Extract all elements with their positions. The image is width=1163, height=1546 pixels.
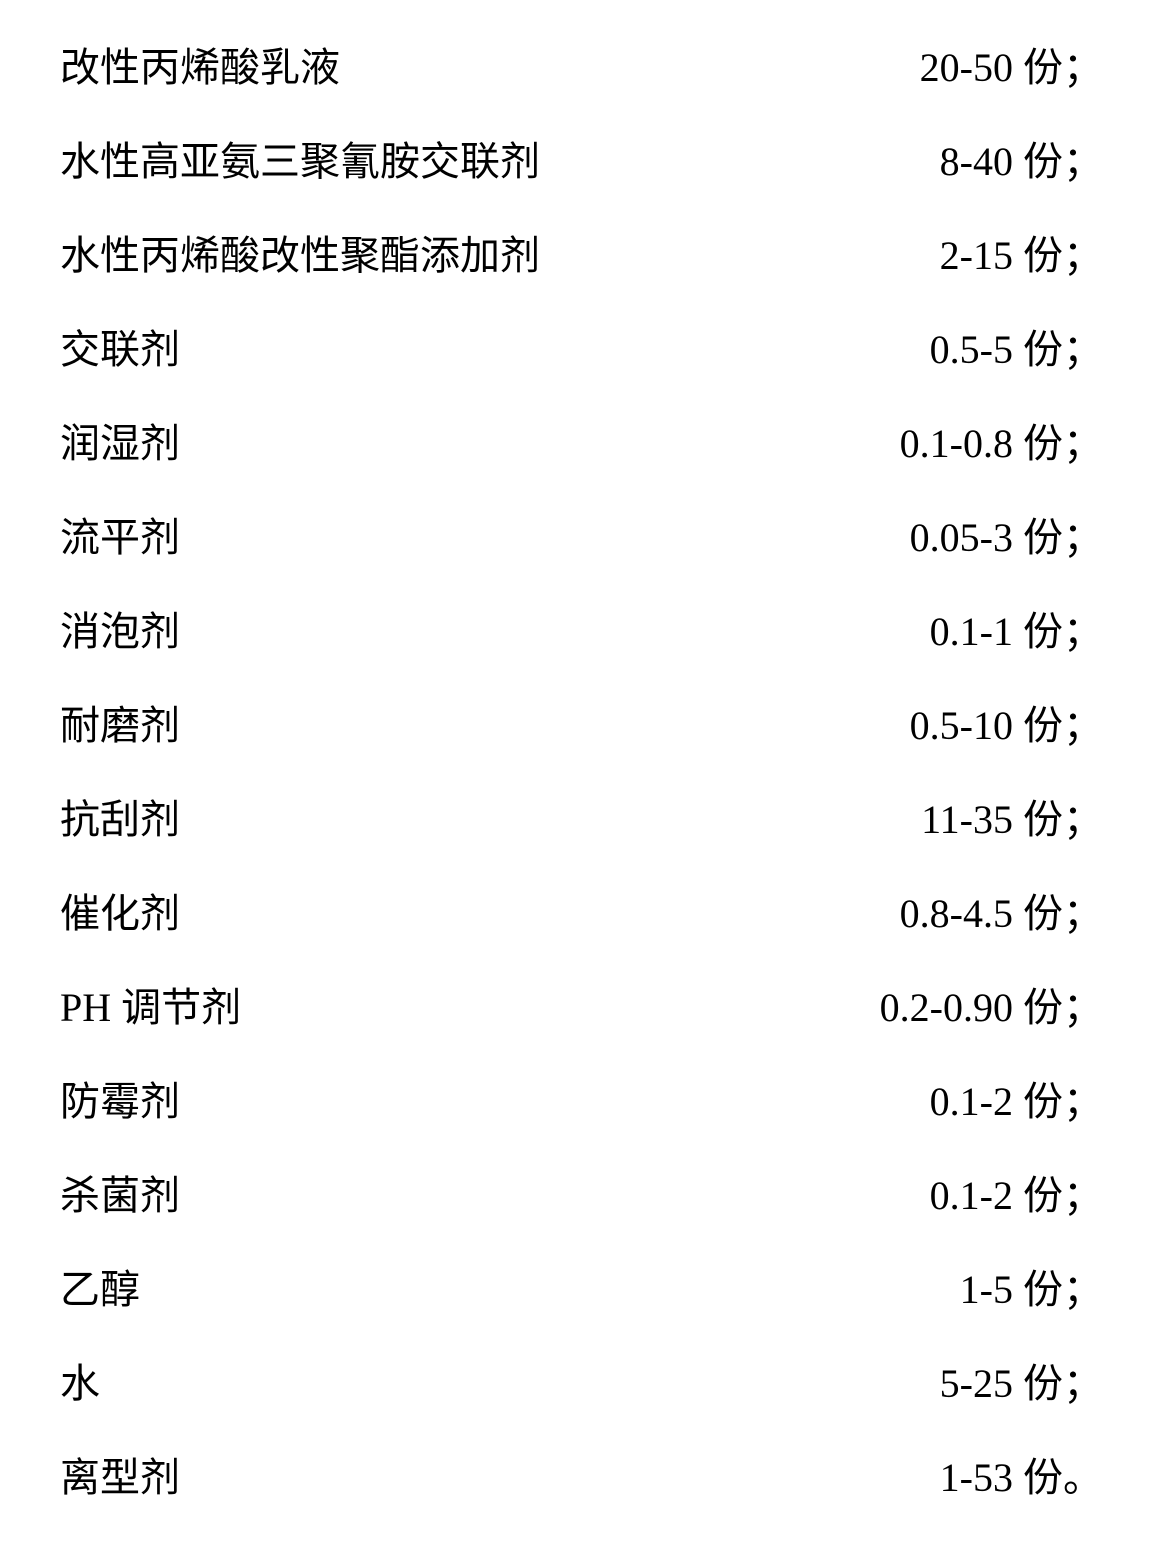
- ingredient-name: 水性高亚氨三聚氰胺交联剂: [60, 134, 540, 190]
- ingredient-name: 交联剂: [60, 322, 180, 378]
- table-row: PH 调节剂 0.2-0.90 份；: [60, 980, 1103, 1036]
- ingredient-amount: 5-25 份；: [940, 1356, 1103, 1412]
- ingredient-name: 耐磨剂: [60, 698, 180, 754]
- table-row: 抗刮剂 11-35 份；: [60, 792, 1103, 848]
- table-row: 交联剂 0.5-5 份；: [60, 322, 1103, 378]
- ingredient-amount: 0.1-2 份；: [930, 1074, 1103, 1130]
- table-row: 流平剂 0.05-3 份；: [60, 510, 1103, 566]
- ingredient-amount: 0.2-0.90 份；: [880, 980, 1103, 1036]
- ingredient-amount: 2-15 份；: [940, 228, 1103, 284]
- ingredient-name: 催化剂: [60, 886, 180, 942]
- ingredient-name: 水性丙烯酸改性聚酯添加剂: [60, 228, 540, 284]
- ingredient-amount: 0.5-5 份；: [930, 322, 1103, 378]
- ingredient-amount: 20-50 份；: [920, 40, 1103, 96]
- ingredient-amount: 0.05-3 份；: [910, 510, 1103, 566]
- ingredient-amount: 1-5 份；: [960, 1262, 1103, 1318]
- composition-table: 改性丙烯酸乳液 20-50 份； 水性高亚氨三聚氰胺交联剂 8-40 份； 水性…: [60, 40, 1103, 1506]
- ingredient-amount: 0.8-4.5 份；: [900, 886, 1103, 942]
- ingredient-name: 离型剂: [60, 1450, 180, 1506]
- ingredient-amount: 8-40 份；: [940, 134, 1103, 190]
- table-row: 消泡剂 0.1-1 份；: [60, 604, 1103, 660]
- table-row: 离型剂 1-53 份。: [60, 1450, 1103, 1506]
- table-row: 杀菌剂 0.1-2 份；: [60, 1168, 1103, 1224]
- ingredient-name: 乙醇: [60, 1262, 140, 1318]
- table-row: 耐磨剂 0.5-10 份；: [60, 698, 1103, 754]
- table-row: 防霉剂 0.1-2 份；: [60, 1074, 1103, 1130]
- ingredient-amount: 1-53 份。: [940, 1450, 1103, 1506]
- ingredient-amount: 0.1-0.8 份；: [900, 416, 1103, 472]
- ingredient-amount: 11-35 份；: [921, 792, 1103, 848]
- ingredient-name: 水: [60, 1356, 100, 1412]
- ingredient-name: 润湿剂: [60, 416, 180, 472]
- table-row: 乙醇 1-5 份；: [60, 1262, 1103, 1318]
- ingredient-amount: 0.1-1 份；: [930, 604, 1103, 660]
- table-row: 催化剂 0.8-4.5 份；: [60, 886, 1103, 942]
- ingredient-name: 防霉剂: [60, 1074, 180, 1130]
- ingredient-name: 消泡剂: [60, 604, 180, 660]
- table-row: 水性丙烯酸改性聚酯添加剂 2-15 份；: [60, 228, 1103, 284]
- table-row: 水性高亚氨三聚氰胺交联剂 8-40 份；: [60, 134, 1103, 190]
- table-row: 润湿剂 0.1-0.8 份；: [60, 416, 1103, 472]
- table-row: 水 5-25 份；: [60, 1356, 1103, 1412]
- ingredient-name: PH 调节剂: [60, 980, 241, 1036]
- ingredient-name: 改性丙烯酸乳液: [60, 40, 340, 96]
- ingredient-amount: 0.5-10 份；: [910, 698, 1103, 754]
- ingredient-name: 杀菌剂: [60, 1168, 180, 1224]
- ingredient-amount: 0.1-2 份；: [930, 1168, 1103, 1224]
- ingredient-name: 流平剂: [60, 510, 180, 566]
- ingredient-name: 抗刮剂: [60, 792, 180, 848]
- table-row: 改性丙烯酸乳液 20-50 份；: [60, 40, 1103, 96]
